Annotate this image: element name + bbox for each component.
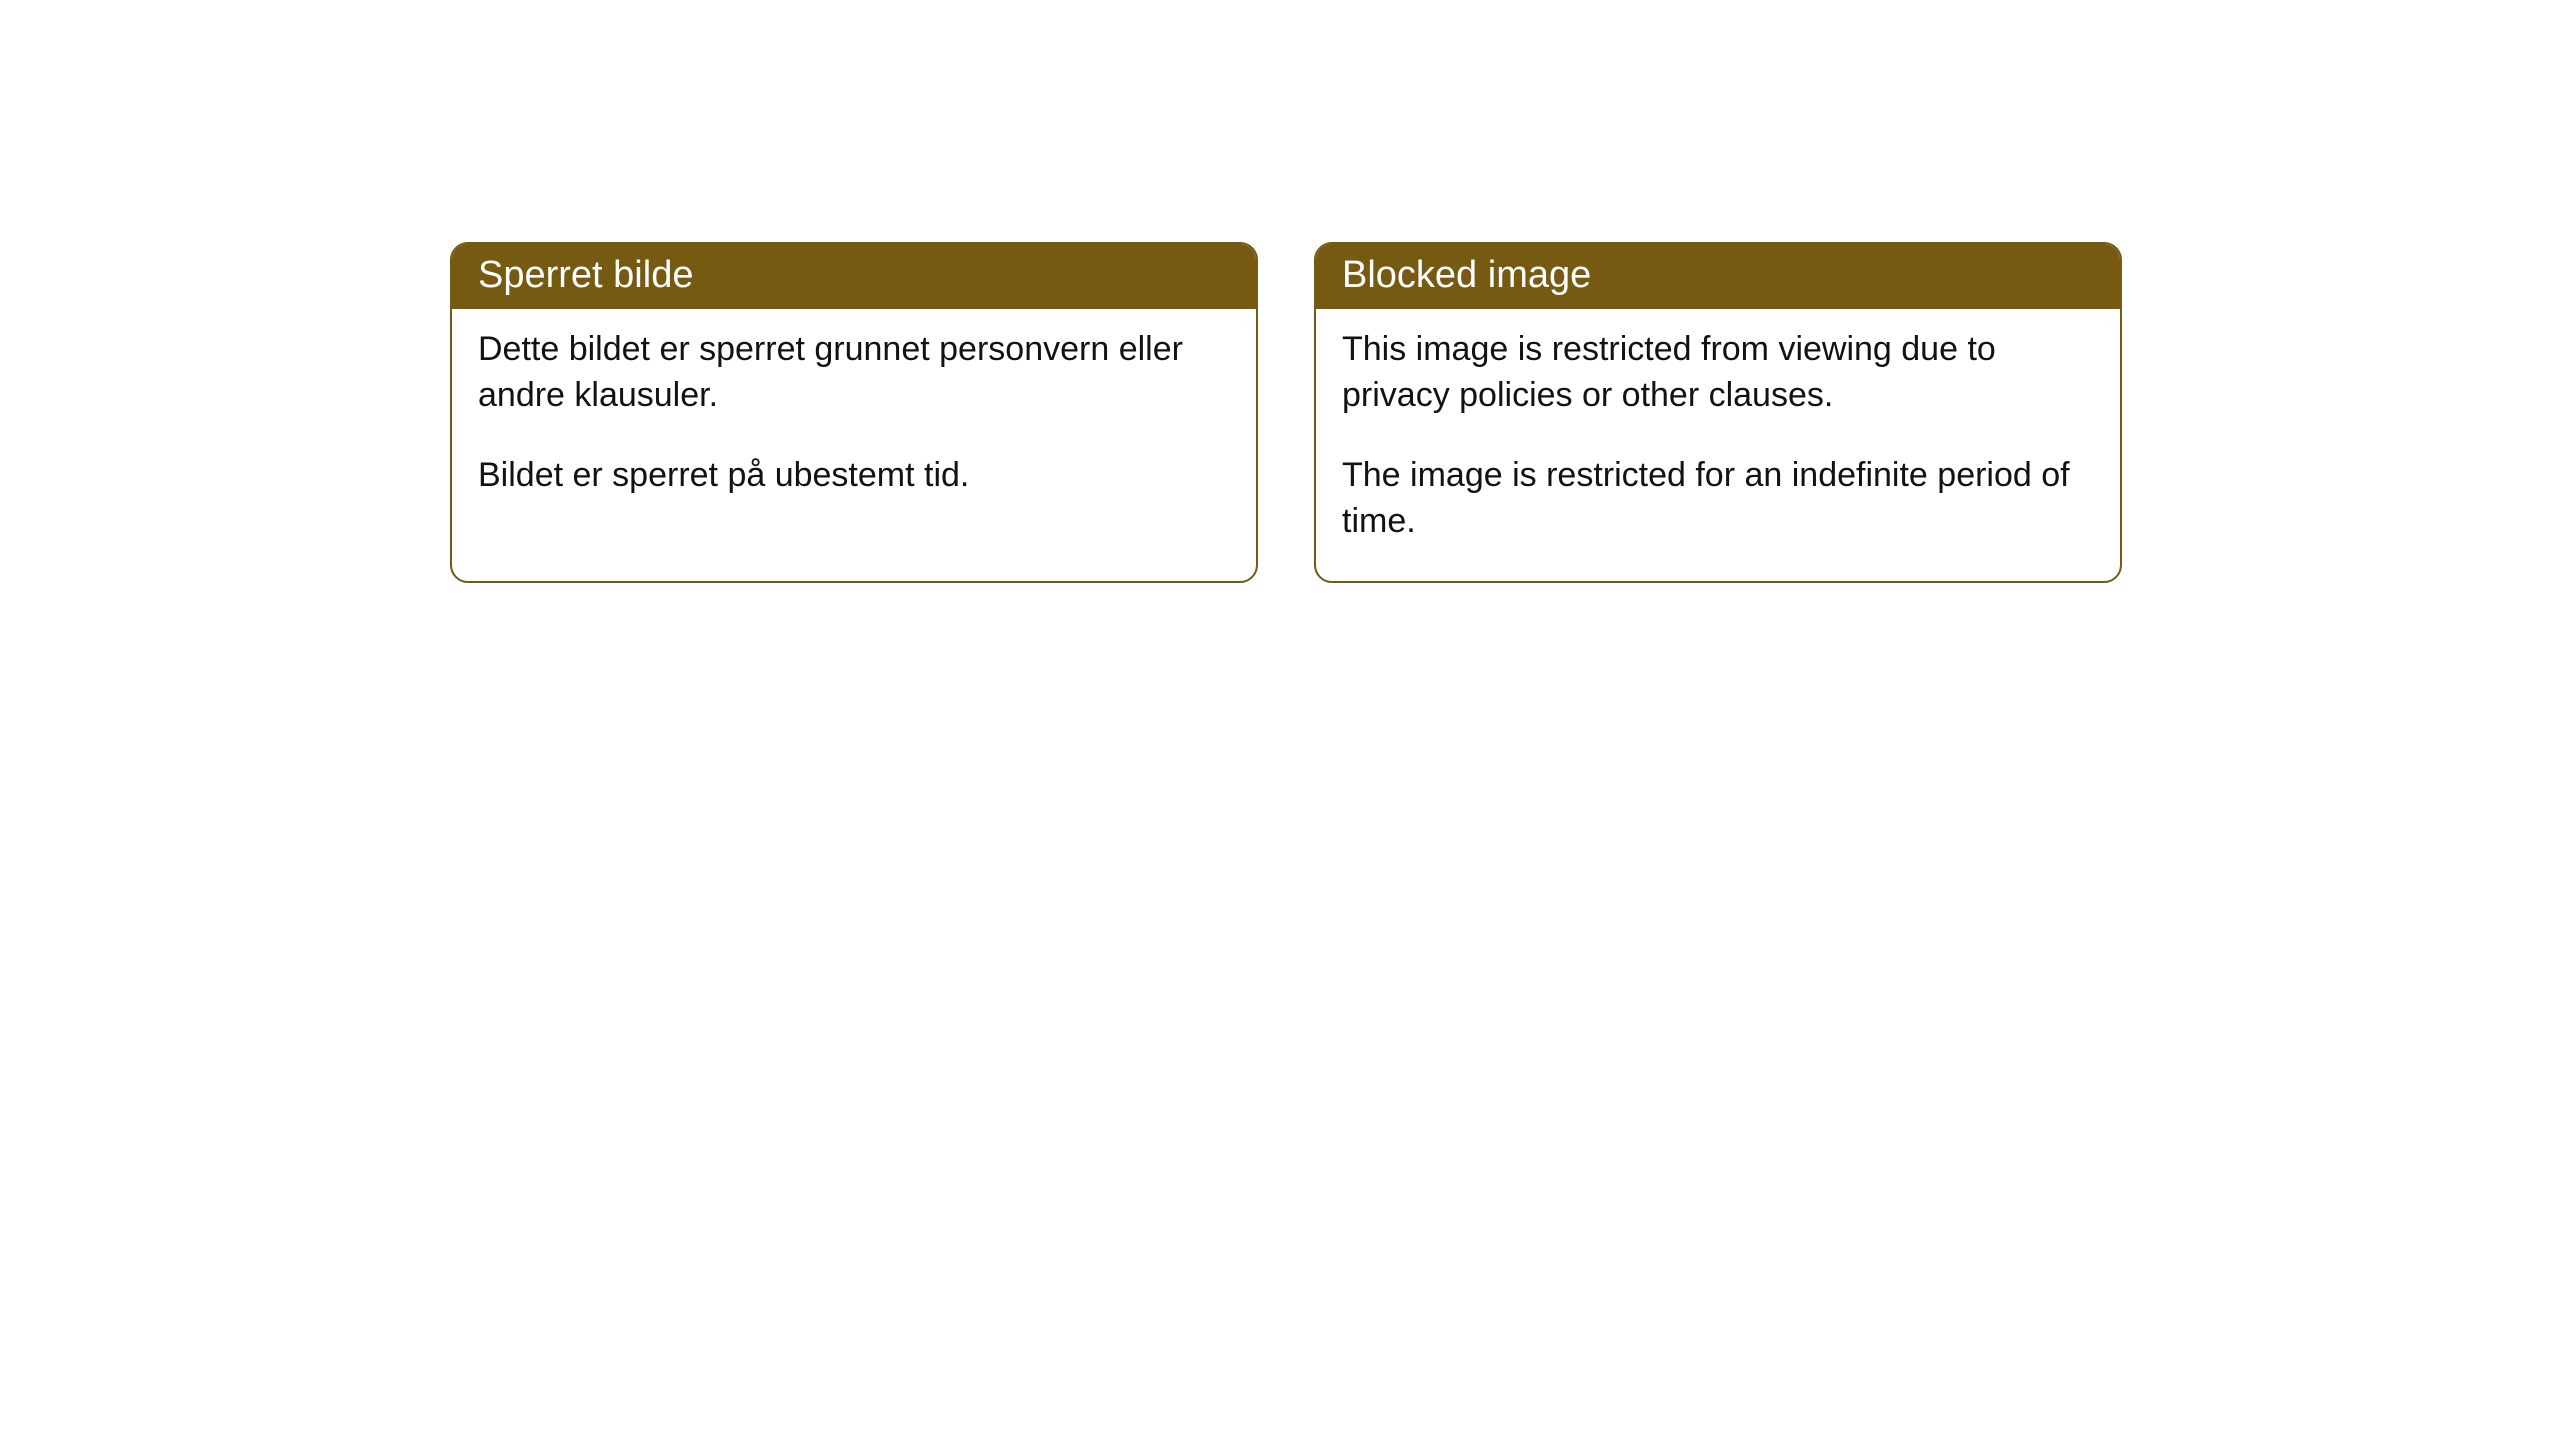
notice-paragraph: Dette bildet er sperret grunnet personve… — [478, 327, 1230, 419]
notice-title: Blocked image — [1342, 254, 1591, 296]
notice-paragraph: Bildet er sperret på ubestemt tid. — [478, 453, 1230, 499]
notice-card-norwegian: Sperret bilde Dette bildet er sperret gr… — [450, 242, 1258, 583]
notice-body: Dette bildet er sperret grunnet personve… — [452, 309, 1256, 535]
notice-header: Sperret bilde — [452, 244, 1256, 309]
notice-card-english: Blocked image This image is restricted f… — [1314, 242, 2122, 583]
notice-title: Sperret bilde — [478, 254, 693, 296]
notice-paragraph: This image is restricted from viewing du… — [1342, 327, 2094, 419]
notice-header: Blocked image — [1316, 244, 2120, 309]
notice-container: Sperret bilde Dette bildet er sperret gr… — [0, 0, 2560, 583]
notice-body: This image is restricted from viewing du… — [1316, 309, 2120, 581]
notice-paragraph: The image is restricted for an indefinit… — [1342, 453, 2094, 545]
